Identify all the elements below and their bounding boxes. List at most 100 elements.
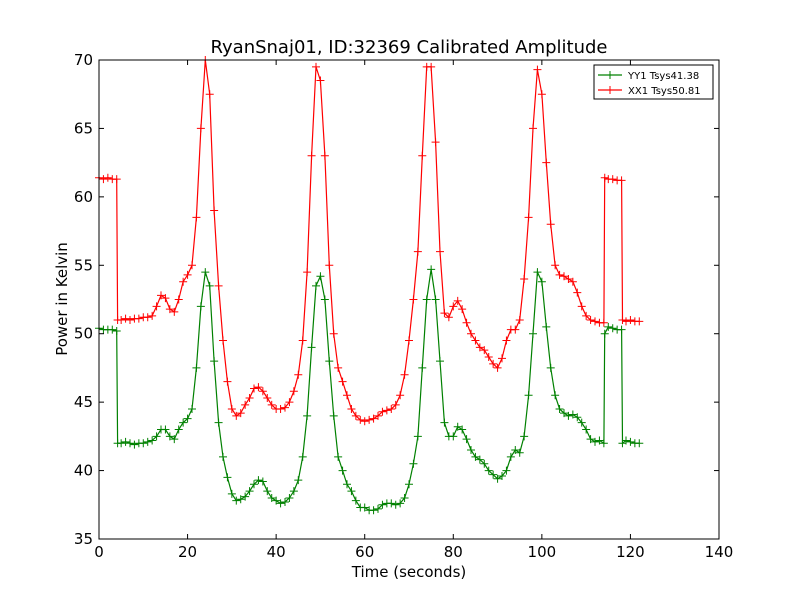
data-point-marker [134, 314, 143, 323]
data-point-marker [165, 305, 174, 314]
data-point-marker [360, 417, 369, 426]
data-point-marker [591, 437, 599, 446]
data-point-marker [422, 295, 431, 304]
data-point-marker [471, 452, 480, 461]
data-point-marker [152, 302, 161, 311]
data-point-marker [515, 448, 524, 457]
data-point-marker [599, 439, 608, 448]
data-point-marker [542, 322, 551, 331]
data-point-marker [622, 436, 630, 445]
data-point-marker [139, 439, 148, 448]
data-point-marker [546, 220, 555, 229]
data-point-marker [196, 124, 205, 133]
data-point-marker [312, 62, 320, 71]
data-point-marker [369, 414, 378, 423]
data-point-marker [546, 363, 555, 372]
data-point-marker [276, 404, 285, 413]
data-point-marker [608, 175, 617, 184]
data-point-marker [307, 151, 316, 160]
data-point-marker [157, 291, 165, 300]
data-point-marker [427, 265, 436, 274]
data-point-marker [396, 499, 405, 508]
series-2 [95, 56, 644, 426]
data-point-marker [210, 357, 219, 366]
data-point-marker [281, 403, 289, 412]
data-point-marker [484, 466, 493, 475]
data-point-marker [254, 476, 263, 485]
data-point-marker [174, 295, 183, 304]
data-point-marker [378, 500, 387, 509]
data-point-marker [289, 487, 298, 496]
data-point-marker [214, 418, 223, 427]
data-point-marker [391, 400, 400, 409]
data-point-marker [577, 418, 586, 427]
data-point-marker [343, 391, 351, 400]
data-point-marker [258, 387, 267, 396]
plot-area [99, 60, 719, 539]
data-point-marker [537, 277, 546, 286]
data-point-marker [533, 65, 542, 74]
data-point-marker [276, 499, 285, 508]
data-point-marker [334, 452, 343, 461]
x-tick-label: 40 [267, 543, 286, 561]
data-point-marker [227, 404, 236, 413]
data-point-marker [192, 213, 201, 222]
data-point-marker [374, 504, 382, 513]
data-point-marker [232, 411, 241, 420]
data-point-marker [183, 270, 192, 279]
data-point-marker [183, 414, 192, 423]
data-point-marker [458, 425, 467, 434]
legend-swatch-marker [606, 86, 614, 94]
data-point-marker [453, 296, 462, 305]
data-point-marker [143, 313, 152, 322]
data-point-marker [529, 124, 537, 133]
data-point-marker [489, 470, 498, 479]
data-point-marker [515, 316, 524, 325]
data-point-marker [480, 346, 489, 355]
data-point-marker [210, 206, 219, 215]
data-point-marker [201, 268, 210, 277]
data-point-marker [148, 436, 157, 445]
data-point-marker [294, 476, 303, 485]
data-point-marker [179, 277, 188, 286]
data-point-marker [391, 500, 400, 509]
data-point-marker [219, 336, 227, 345]
x-tick-label: 100 [528, 543, 557, 561]
data-point-marker [267, 400, 276, 409]
x-tick-label: 60 [355, 543, 374, 561]
data-point-marker [267, 493, 276, 502]
data-point-marker [599, 318, 608, 327]
y-tick-label: 60 [74, 188, 93, 206]
data-point-marker [298, 336, 307, 345]
data-point-marker [604, 322, 613, 331]
data-point-marker [493, 363, 502, 372]
data-point-marker [236, 409, 245, 418]
data-point-marker [126, 316, 134, 325]
ticks-layer: 0 20 40 60 80 100 120 140 35 40 45 50 55 60 65 70 [74, 51, 733, 561]
data-point-marker [161, 425, 170, 434]
y-tick-label: 55 [74, 256, 93, 274]
data-point-marker [148, 311, 157, 320]
x-tick-label: 120 [616, 543, 645, 561]
data-point-marker [520, 432, 529, 441]
data-point-marker [329, 329, 338, 338]
data-point-marker [99, 175, 108, 184]
data-point-marker [170, 307, 179, 316]
data-point-marker [586, 435, 595, 444]
data-point-marker [174, 425, 183, 434]
y-tick-label: 65 [74, 119, 93, 137]
data-point-marker [551, 261, 560, 270]
legend-label: XX1 Tsys50.81 [628, 86, 701, 97]
data-point-marker [334, 363, 343, 372]
data-point-marker [161, 294, 170, 303]
data-point-marker [502, 336, 511, 345]
series-1 [95, 265, 644, 515]
data-point-marker [250, 384, 258, 393]
data-point-marker [431, 138, 440, 147]
data-point-marker [365, 415, 374, 424]
data-point-marker [475, 455, 484, 464]
legend-swatch-marker [606, 71, 614, 79]
data-point-marker [600, 173, 609, 182]
data-point-marker [498, 354, 506, 363]
data-point-marker [551, 391, 560, 400]
